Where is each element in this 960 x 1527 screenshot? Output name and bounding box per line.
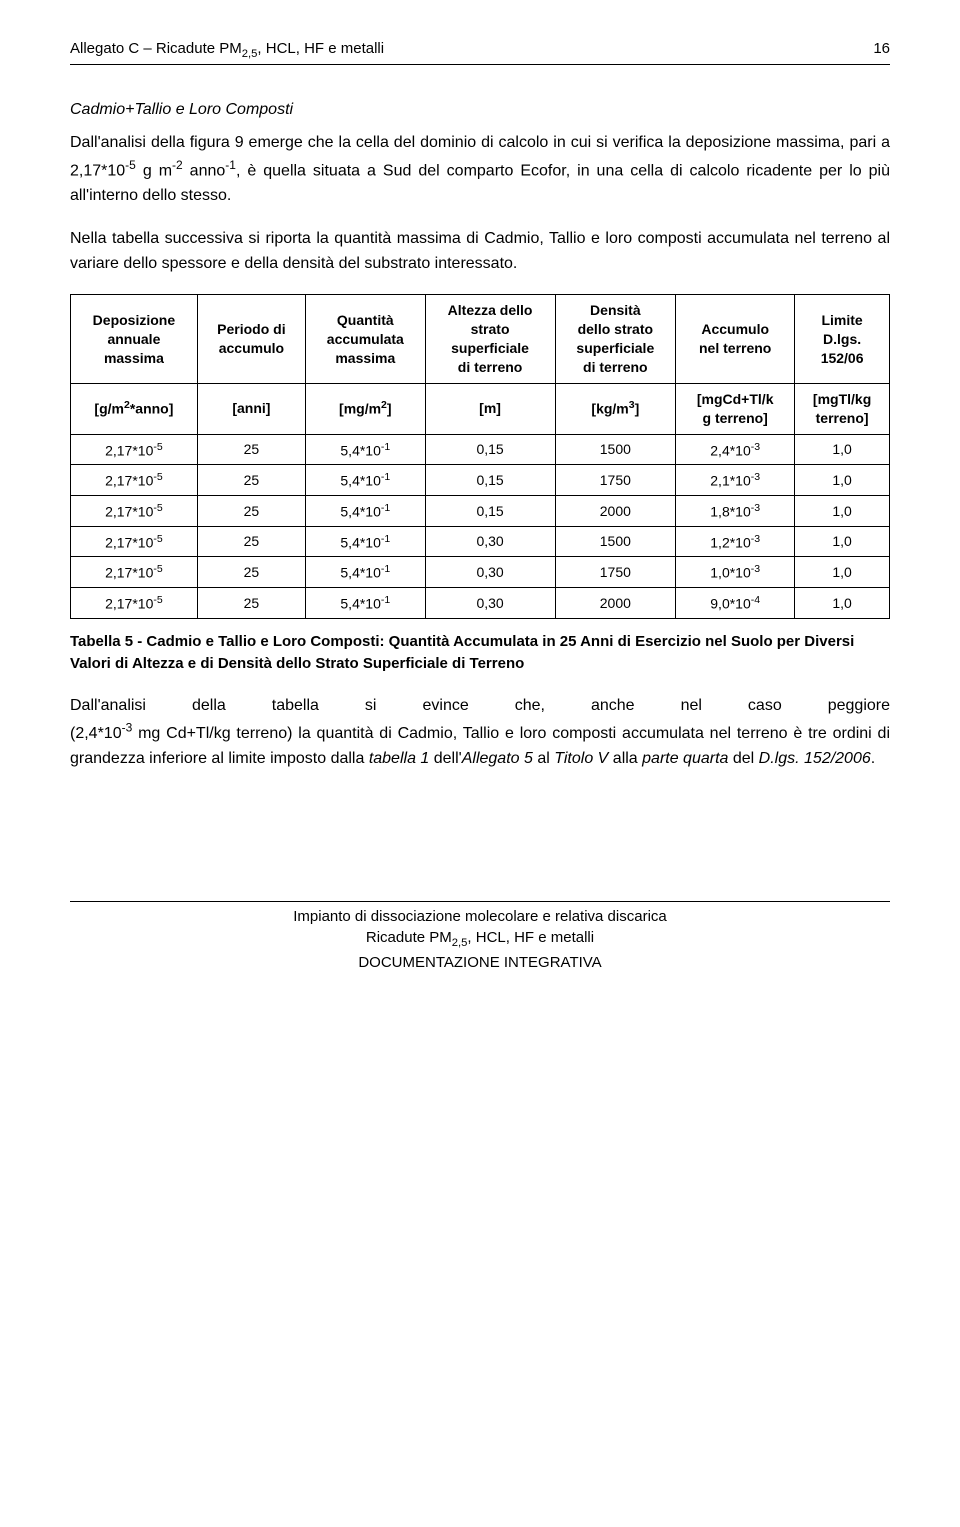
- table-units-row: [g/m2*anno] [anni] [mg/m2] [m] [kg/m3] […: [71, 383, 890, 434]
- table-row: 2,17*10-5255,4*10-10,3020009,0*10-41,0: [71, 587, 890, 618]
- table-cell: 1,0: [795, 465, 890, 496]
- table-cell: 0,15: [425, 495, 555, 526]
- footer-line-1: Impianto di dissociazione molecolare e r…: [70, 906, 890, 927]
- footer-line-2: Ricadute PM2,5, HCL, HF e metalli: [70, 927, 890, 952]
- page-footer: Impianto di dissociazione molecolare e r…: [70, 901, 890, 973]
- table-cell: 2,1*10-3: [676, 465, 795, 496]
- table-cell: 5,4*10-1: [306, 526, 426, 557]
- section-title: Cadmio+Tallio e Loro Composti: [70, 101, 890, 119]
- table-row: 2,17*10-5255,4*10-10,3017501,0*10-31,0: [71, 557, 890, 588]
- table-cell: 25: [197, 557, 305, 588]
- table-cell: 2,4*10-3: [676, 434, 795, 465]
- table-body: 2,17*10-5255,4*10-10,1515002,4*10-31,02,…: [71, 434, 890, 618]
- table-cell: 5,4*10-1: [306, 587, 426, 618]
- table-header: Densitàdello stratosuperficialedi terren…: [555, 295, 676, 384]
- header-left: Allegato C – Ricadute PM2,5, HCL, HF e m…: [70, 40, 384, 60]
- data-table: Deposizioneannualemassima Periodo diaccu…: [70, 294, 890, 618]
- table-unit: [kg/m3]: [555, 383, 676, 434]
- page-header: Allegato C – Ricadute PM2,5, HCL, HF e m…: [70, 40, 890, 65]
- table-cell: 5,4*10-1: [306, 495, 426, 526]
- header-page-number: 16: [873, 40, 890, 60]
- paragraph-3-line1: Dall'analisi della tabella si evince che…: [70, 694, 890, 719]
- table-cell: 2,17*10-5: [71, 526, 198, 557]
- table-header: Quantitàaccumulatamassima: [306, 295, 426, 384]
- table-cell: 1,0: [795, 526, 890, 557]
- table-cell: 1,0: [795, 434, 890, 465]
- table-cell: 25: [197, 434, 305, 465]
- table-cell: 9,0*10-4: [676, 587, 795, 618]
- table-cell: 0,30: [425, 557, 555, 588]
- footer-rule: [70, 901, 890, 902]
- paragraph-3: Dall'analisi della tabella si evince che…: [70, 694, 890, 772]
- table-cell: 1500: [555, 526, 676, 557]
- table-caption: Tabella 5 - Cadmio e Tallio e Loro Compo…: [70, 631, 890, 676]
- table-cell: 2000: [555, 587, 676, 618]
- table-cell: 1,8*10-3: [676, 495, 795, 526]
- table-cell: 25: [197, 465, 305, 496]
- table-row: 2,17*10-5255,4*10-10,1515002,4*10-31,0: [71, 434, 890, 465]
- table-unit: [anni]: [197, 383, 305, 434]
- table-cell: 5,4*10-1: [306, 557, 426, 588]
- table-header-row: Deposizioneannualemassima Periodo diaccu…: [71, 295, 890, 384]
- table-cell: 25: [197, 587, 305, 618]
- table-cell: 1,0: [795, 587, 890, 618]
- table-cell: 2,17*10-5: [71, 434, 198, 465]
- table-cell: 2,17*10-5: [71, 495, 198, 526]
- table-row: 2,17*10-5255,4*10-10,3015001,2*10-31,0: [71, 526, 890, 557]
- table-cell: 0,30: [425, 526, 555, 557]
- table-unit: [m]: [425, 383, 555, 434]
- table-cell: 0,30: [425, 587, 555, 618]
- table-row: 2,17*10-5255,4*10-10,1517502,1*10-31,0: [71, 465, 890, 496]
- table-cell: 1,0*10-3: [676, 557, 795, 588]
- table-cell: 2,17*10-5: [71, 587, 198, 618]
- table-unit: [g/m2*anno]: [71, 383, 198, 434]
- table-unit: [mg/m2]: [306, 383, 426, 434]
- table-cell: 5,4*10-1: [306, 465, 426, 496]
- table-header: Periodo diaccumulo: [197, 295, 305, 384]
- table-cell: 1,2*10-3: [676, 526, 795, 557]
- table-cell: 1750: [555, 465, 676, 496]
- table-cell: 5,4*10-1: [306, 434, 426, 465]
- table-unit: [mgCd+Tl/kg terreno]: [676, 383, 795, 434]
- table-header: LimiteD.lgs.152/06: [795, 295, 890, 384]
- table-cell: 25: [197, 495, 305, 526]
- table-cell: 1,0: [795, 557, 890, 588]
- table-cell: 25: [197, 526, 305, 557]
- table-cell: 2,17*10-5: [71, 557, 198, 588]
- table-cell: 1,0: [795, 495, 890, 526]
- paragraph-1: Dall'analisi della figura 9 emerge che l…: [70, 131, 890, 209]
- table-unit: [mgTl/kgterreno]: [795, 383, 890, 434]
- table-cell: 2,17*10-5: [71, 465, 198, 496]
- table-header: Accumulonel terreno: [676, 295, 795, 384]
- paragraph-3-rest: (2,4*10-3 mg Cd+Tl/kg terreno) la quanti…: [70, 725, 890, 767]
- table-cell: 1750: [555, 557, 676, 588]
- table-cell: 0,15: [425, 434, 555, 465]
- table-header: Deposizioneannualemassima: [71, 295, 198, 384]
- table-header: Altezza dellostratosuperficialedi terren…: [425, 295, 555, 384]
- table-cell: 2000: [555, 495, 676, 526]
- table-cell: 1500: [555, 434, 676, 465]
- paragraph-2: Nella tabella successiva si riporta la q…: [70, 227, 890, 277]
- table-cell: 0,15: [425, 465, 555, 496]
- footer-line-3: DOCUMENTAZIONE INTEGRATIVA: [70, 952, 890, 973]
- table-row: 2,17*10-5255,4*10-10,1520001,8*10-31,0: [71, 495, 890, 526]
